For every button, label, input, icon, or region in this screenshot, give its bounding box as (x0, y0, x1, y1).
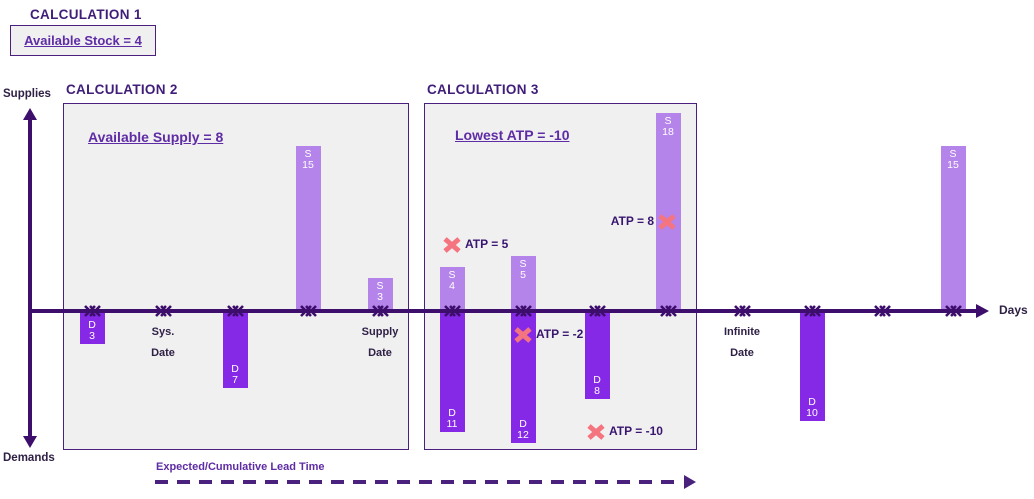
available-supply-label: Available Supply = 8 (88, 129, 224, 145)
atp-value-label: ATP = 5 (465, 237, 509, 251)
timeline-x-marker-icon (660, 305, 677, 317)
supply-bar-4: S 4 (439, 267, 465, 311)
lead-time-dashed-arrow (155, 480, 681, 484)
bar-value-label: D 10 (806, 396, 818, 419)
demand-bar-10: D 10 (799, 311, 825, 421)
demand-bar-3: D 3 (79, 311, 105, 344)
available-stock-box: Available Stock = 4 (10, 25, 156, 56)
timeline-x-marker-icon (227, 305, 244, 317)
atp-value-label: ATP = 8 (610, 214, 654, 228)
supplies-axis-label: Supplies (3, 88, 51, 100)
timeline-x-marker-icon (874, 305, 891, 317)
demands-axis-label: Demands (3, 452, 55, 464)
date-label: Supply Date (361, 326, 399, 359)
bar-value-label: S 3 (376, 280, 384, 303)
timeline-x-marker-icon (804, 305, 821, 317)
timeline-x-marker-icon (444, 305, 461, 317)
bar-value-label: D 12 (517, 418, 529, 441)
date-label: Sys. Date (151, 326, 175, 359)
calculation-3-box (424, 103, 697, 450)
vertical-axis-down-arrow-icon (23, 436, 37, 448)
timeline-x-marker-icon (515, 305, 532, 317)
timeline-x-marker-icon (945, 305, 962, 317)
bar-value-label: S 4 (448, 269, 456, 292)
vertical-axis-up-arrow-icon (23, 108, 37, 120)
supply-bar-15: S 15 (940, 146, 966, 311)
timeline-x-marker-icon (84, 305, 101, 317)
days-axis-label: Days (999, 303, 1028, 317)
timeline-x-marker-icon (734, 305, 751, 317)
bar-value-label: D 11 (446, 407, 458, 430)
supply-bar-3: S 3 (367, 278, 393, 311)
vertical-axis (28, 118, 32, 438)
supply-bar-5: S 5 (510, 256, 536, 311)
timeline-x-marker-icon (589, 305, 606, 317)
calculation-1-title: CALCULATION 1 (30, 7, 142, 22)
demand-bar-8: D 8 (584, 311, 610, 399)
bar-value-label: D 3 (88, 319, 96, 342)
timeline-x-marker-icon (155, 305, 172, 317)
supply-bar-15: S 15 (295, 146, 321, 311)
atp-x-marker-icon (443, 237, 461, 253)
horizontal-axis (28, 309, 978, 313)
horizontal-axis-arrow-icon (976, 304, 989, 318)
bar-value-label: D 7 (231, 363, 239, 386)
bar-value-label: D 8 (593, 374, 601, 397)
supply-bar-18: S 18 (655, 113, 681, 311)
atp-x-marker-icon (514, 327, 532, 343)
available-stock-label: Available Stock = 4 (24, 33, 142, 48)
lead-time-label: Expected/Cumulative Lead Time (156, 461, 325, 473)
timeline-x-marker-icon (300, 305, 317, 317)
atp-x-marker-icon (587, 424, 605, 440)
calculation-2-box (63, 103, 409, 450)
calculation-3-title: CALCULATION 3 (427, 82, 539, 97)
demand-bar-11: D 11 (439, 311, 465, 432)
bar-value-label: S 5 (519, 258, 527, 281)
bar-value-label: S 18 (662, 115, 674, 138)
atp-value-label: ATP = -10 (609, 424, 663, 438)
date-label: Infinite Date (723, 326, 761, 359)
timeline-x-marker-icon (372, 305, 389, 317)
demand-bar-7: D 7 (222, 311, 248, 388)
calculation-2-title: CALCULATION 2 (66, 82, 178, 97)
bar-value-label: S 15 (302, 148, 314, 171)
lowest-atp-label: Lowest ATP = -10 (455, 127, 570, 143)
atp-x-marker-icon (658, 214, 676, 230)
atp-value-label: ATP = -2 (536, 327, 584, 341)
bar-value-label: S 15 (947, 148, 959, 171)
lead-time-arrowhead-icon (684, 475, 696, 489)
